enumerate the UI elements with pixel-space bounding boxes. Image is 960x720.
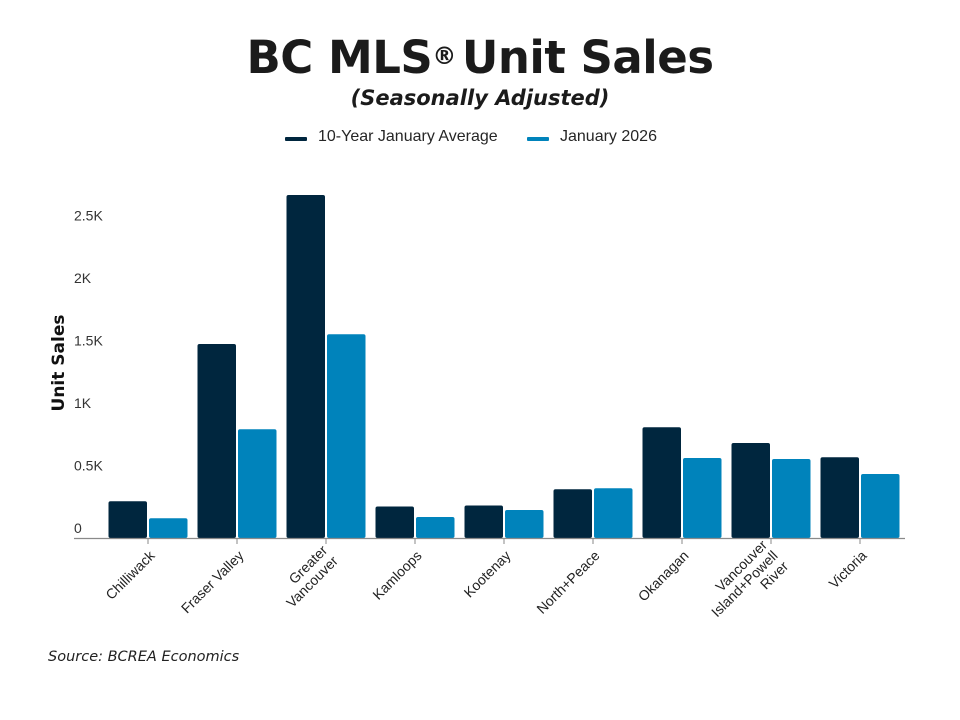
- x-tick-label-line: North+Peace: [533, 547, 603, 617]
- x-tick-label-kamloops: Kamloops: [369, 547, 424, 602]
- source-note: Source: BCREA Economics: [48, 649, 240, 665]
- y-tick-label: 1K: [74, 395, 92, 411]
- chart-title-text: BC MLS: [246, 31, 433, 84]
- y-tick-label: 2.5K: [74, 208, 103, 224]
- bar-10-year-january-average-north-peace[interactable]: [553, 489, 593, 538]
- chart-subtitle: (Seasonally Adjusted): [350, 86, 610, 110]
- y-tick-label: 2K: [74, 270, 92, 286]
- bar-10-year-january-average-okanagan[interactable]: [642, 427, 682, 538]
- x-tick-label-line: Okanagan: [635, 547, 692, 604]
- x-axis-tick-labels: Chilliwack Fraser Valley GreaterVancouver K…: [102, 536, 870, 630]
- y-tick-label: 1.5K: [74, 333, 103, 349]
- x-axis-ticks: [147, 539, 861, 544]
- bar-10-year-january-average-fraser-valley[interactable]: [197, 344, 237, 538]
- registered-mark: ®: [432, 42, 456, 70]
- legend-label-10-year-average: 10-Year January Average: [318, 128, 498, 145]
- bar-10-year-january-average-kamloops[interactable]: [375, 506, 415, 539]
- y-tick-label: 0.5K: [74, 458, 103, 474]
- chart-title: BC MLS® Unit Sales: [0, 28, 960, 88]
- x-tick-label-vancouver-island-powell-river: VancouverIsland+PowellRiver: [697, 536, 791, 630]
- legend-label-january-2026: January 2026: [560, 128, 657, 145]
- x-tick-label-line: Chilliwack: [102, 547, 158, 603]
- bar-january-2026-victoria[interactable]: [861, 474, 900, 538]
- x-tick-label-fraser-valley: Fraser Valley: [178, 547, 247, 616]
- bar-january-2026-north-peace[interactable]: [594, 488, 633, 538]
- legend-swatch-10-year-average: [285, 137, 307, 141]
- bar-january-2026-vancouver-island-powell-river[interactable]: [772, 459, 811, 538]
- bars: [108, 195, 900, 539]
- x-tick-label-kootenay: Kootenay: [461, 547, 514, 600]
- x-tick-label-chilliwack: Chilliwack: [102, 547, 158, 603]
- legend-swatch-january-2026: [527, 137, 549, 141]
- bar-january-2026-chilliwack[interactable]: [149, 518, 188, 538]
- bar-january-2026-kamloops[interactable]: [416, 517, 455, 538]
- bar-january-2026-kootenay[interactable]: [505, 510, 544, 538]
- x-tick-label-line: Fraser Valley: [178, 547, 247, 616]
- bar-january-2026-okanagan[interactable]: [683, 458, 722, 538]
- bar-january-2026-greater-vancouver[interactable]: [327, 334, 366, 538]
- chart-title-suffix: Unit Sales: [461, 31, 714, 84]
- y-axis-tick-labels: 0 0.5K 1K 1.5K 2K 2.5K: [74, 208, 103, 537]
- x-tick-label-line: Kootenay: [461, 547, 514, 600]
- bar-january-2026-fraser-valley[interactable]: [238, 429, 277, 538]
- bar-10-year-january-average-greater-vancouver[interactable]: [286, 195, 326, 538]
- x-tick-label-victoria: Victoria: [826, 547, 870, 591]
- y-axis-label: Unit Sales: [49, 315, 69, 412]
- y-tick-label: 0: [74, 520, 82, 536]
- x-tick-label-line: Kamloops: [369, 547, 424, 602]
- bar-10-year-january-average-vancouver-island-powell-river[interactable]: [731, 443, 771, 538]
- x-tick-label-north-peace: North+Peace: [533, 547, 603, 617]
- x-tick-label-line: Victoria: [826, 547, 870, 591]
- x-tick-label-okanagan: Okanagan: [635, 547, 692, 604]
- bar-10-year-january-average-victoria[interactable]: [820, 457, 860, 538]
- bar-10-year-january-average-kootenay[interactable]: [464, 505, 504, 539]
- legend: 10-Year January Average January 2026: [0, 126, 960, 150]
- x-tick-label-greater-vancouver: GreaterVancouver: [272, 542, 341, 611]
- bar-10-year-january-average-chilliwack[interactable]: [108, 501, 148, 538]
